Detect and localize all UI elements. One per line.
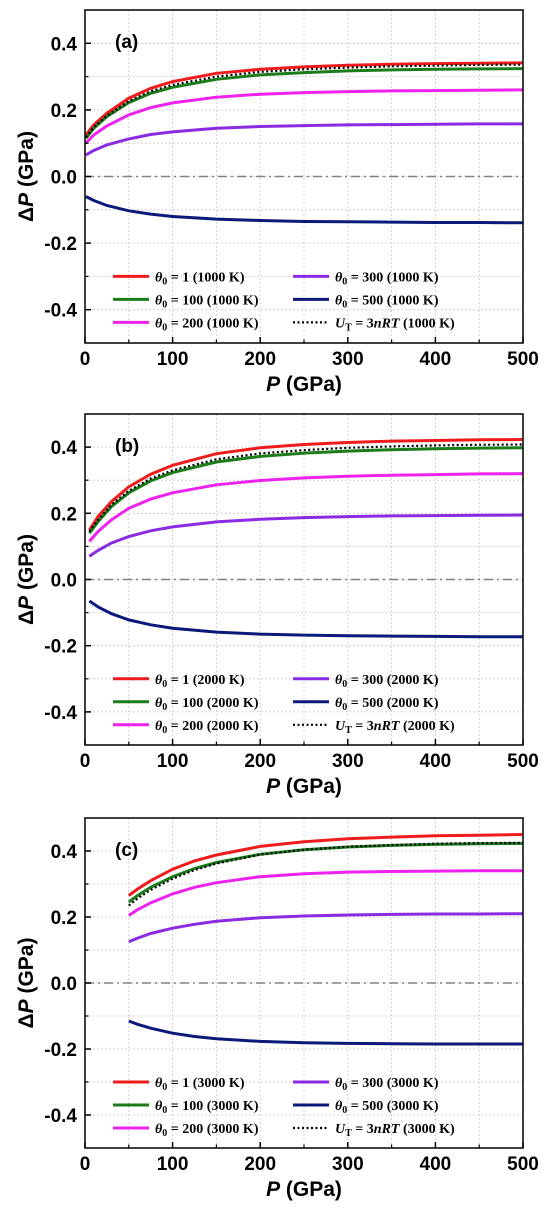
legend-entry-1: θ0 = 100 (1000 K) <box>155 293 259 310</box>
series-line-3 <box>128 912 524 944</box>
legend-entry-3: θ0 = 300 (3000 K) <box>335 1076 439 1093</box>
legend-entry-3: θ0 = 300 (2000 K) <box>335 673 439 690</box>
y-tick-label: -0.2 <box>44 1040 77 1061</box>
legend-entry-2: θ0 = 200 (2000 K) <box>155 719 259 736</box>
series-line-0 <box>88 438 524 531</box>
panel-label: (a) <box>115 32 138 53</box>
x-tick-label: 300 <box>332 349 364 370</box>
y-tick-label: -0.4 <box>44 1106 77 1127</box>
y-tick-label: 0.2 <box>51 908 77 929</box>
y-tick-label: 0.0 <box>51 168 77 189</box>
x-tick-label: 400 <box>420 1154 452 1175</box>
chart-panel-1: 0 100 200 300 400 500 -0.4 -0.2 0.0 0.2 0.4 P (GPa)… <box>15 413 539 798</box>
x-axis-title: P (GPa) <box>266 775 342 798</box>
y-tick-label: -0.4 <box>44 703 77 724</box>
y-axis-title: ΔP (GPa) <box>15 938 38 1029</box>
y-tick-label: 0.0 <box>51 974 77 995</box>
x-tick-label: 300 <box>332 1154 364 1175</box>
y-tick-label: 0.0 <box>51 571 77 592</box>
legend-entry-0: θ0 = 1 (3000 K) <box>155 1076 245 1093</box>
panel-label: (b) <box>115 436 139 457</box>
x-tick-label: 200 <box>244 751 276 772</box>
legend-entry-5: UT = 3nRT (3000 K) <box>335 1122 455 1139</box>
series-line-1 <box>84 67 524 140</box>
legend-entry-5: UT = 3nRT (1000 K) <box>335 316 455 333</box>
legend-entry-2: θ0 = 200 (3000 K) <box>155 1122 259 1139</box>
legend-entry-1: θ0 = 100 (2000 K) <box>155 696 259 713</box>
x-tick-label: 0 <box>80 349 91 370</box>
x-tick-label: 400 <box>420 751 452 772</box>
legend-entry-4: θ0 = 500 (2000 K) <box>335 696 439 713</box>
y-tick-label: -0.2 <box>44 637 77 658</box>
y-tick-label: 0.2 <box>51 101 77 122</box>
y-tick-label: -0.4 <box>44 301 77 322</box>
series-line-0 <box>127 833 524 897</box>
legend-entry-5: UT = 3nRT (2000 K) <box>335 719 455 736</box>
series-line-2 <box>88 472 524 543</box>
y-tick-label: -0.2 <box>44 234 77 255</box>
legend-entry-1: θ0 = 100 (3000 K) <box>155 1099 259 1116</box>
series-line-4 <box>88 599 523 639</box>
series-line-2 <box>84 88 524 145</box>
series-line-4 <box>85 195 524 225</box>
series-line-0 <box>84 61 524 136</box>
x-tick-label: 100 <box>157 349 189 370</box>
chart-panel-0: 0 100 200 300 400 500 -0.4 -0.2 0.0 0.2 0.4 P (GPa)… <box>15 9 539 396</box>
series-line-1 <box>127 841 524 904</box>
y-axis-title: ΔP (GPa) <box>15 534 38 625</box>
x-tick-label: 500 <box>507 751 539 772</box>
x-axis-title: P (GPa) <box>266 373 342 396</box>
legend-entry-3: θ0 = 300 (1000 K) <box>335 270 439 287</box>
legend-entry-2: θ0 = 200 (1000 K) <box>155 316 259 333</box>
x-tick-label: 500 <box>507 349 539 370</box>
y-axis-title: ΔP (GPa) <box>15 131 38 222</box>
legend-entry-4: θ0 = 500 (1000 K) <box>335 293 439 310</box>
x-tick-label: 100 <box>157 751 189 772</box>
x-tick-label: 0 <box>80 1154 91 1175</box>
y-tick-label: 0.4 <box>51 34 78 55</box>
x-tick-label: 100 <box>157 1154 189 1175</box>
series-line-2 <box>127 869 523 917</box>
x-tick-label: 0 <box>80 751 91 772</box>
x-tick-label: 400 <box>420 349 452 370</box>
legend-entry-0: θ0 = 1 (2000 K) <box>155 673 245 690</box>
x-tick-label: 200 <box>244 349 276 370</box>
x-tick-label: 500 <box>507 1154 539 1175</box>
series-line-3 <box>85 122 523 157</box>
y-tick-label: 0.4 <box>51 438 78 459</box>
series-line-4 <box>128 1019 523 1046</box>
legend-entry-0: θ0 = 1 (1000 K) <box>155 270 245 287</box>
x-axis-title: P (GPa) <box>266 1178 342 1201</box>
y-tick-label: 0.2 <box>51 504 77 525</box>
panel-label: (c) <box>115 840 138 861</box>
legend-entry-4: θ0 = 500 (3000 K) <box>335 1099 439 1116</box>
chart-panel-2: 0 100 200 300 400 500 -0.4 -0.2 0.0 0.2 0.4 P (GPa)… <box>15 817 539 1201</box>
x-tick-label: 300 <box>332 751 364 772</box>
series-line-5 <box>88 443 524 533</box>
series-line-1 <box>88 446 524 535</box>
series-line-3 <box>88 513 524 558</box>
y-tick-label: 0.4 <box>51 842 78 863</box>
x-tick-label: 200 <box>244 1154 276 1175</box>
